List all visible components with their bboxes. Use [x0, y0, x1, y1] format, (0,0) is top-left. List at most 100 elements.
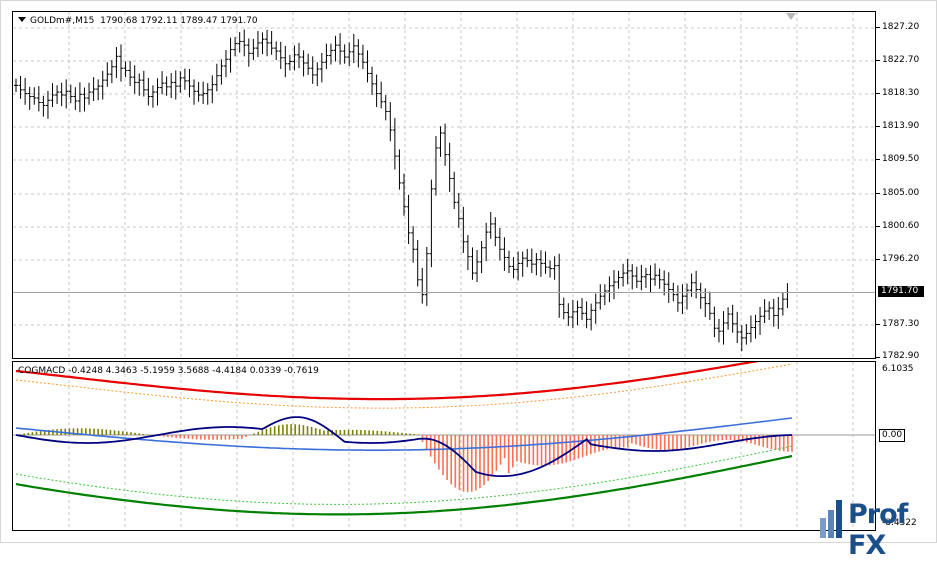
price-bar	[14, 78, 18, 93]
price-bar	[753, 314, 758, 339]
price-bar	[260, 32, 265, 55]
indicator-pane[interactable]	[12, 361, 876, 531]
price-tick-label: 1827.20	[882, 22, 920, 32]
price-bar	[762, 299, 767, 323]
price-bar	[634, 266, 639, 288]
price-bar	[219, 59, 224, 85]
price-bar	[680, 284, 685, 315]
price-bar	[328, 43, 333, 65]
price-bar	[470, 247, 475, 280]
price-bar	[429, 179, 434, 268]
price-bar	[365, 50, 370, 83]
price-bar	[598, 284, 603, 310]
price-bar	[379, 81, 384, 109]
indicator-header: COGMACD -0.4248 4.3463 -5.1959 3.5688 -4…	[18, 366, 319, 377]
price-bar	[666, 272, 671, 303]
indicator-zero-tag: 0.00	[879, 429, 906, 442]
indicator-axis[interactable]: 6.1035 0.00 -8.4322	[876, 361, 937, 531]
indicator-values: -0.4248 4.3463 -5.1959 3.5688 -4.4184 0.…	[68, 366, 319, 376]
price-bar	[525, 248, 530, 268]
price-bar	[114, 46, 119, 78]
price-bar	[214, 63, 219, 92]
price-bar	[406, 194, 411, 245]
price-bar	[456, 193, 461, 228]
price-bar	[716, 318, 721, 343]
price-bar	[18, 76, 23, 99]
price-bar	[23, 77, 28, 105]
lower-band-dashed-line	[15, 445, 793, 505]
price-tick-label: 1818.30	[882, 88, 920, 98]
price-bar	[91, 77, 96, 102]
chart-header: GOLDm#,M15 1790.68 1792.11 1789.47 1791.…	[18, 16, 258, 27]
ohlc-values: 1790.68 1792.11 1789.47 1791.70	[100, 16, 258, 26]
price-bar	[557, 253, 562, 318]
price-bar	[269, 30, 274, 55]
price-bar	[580, 298, 585, 321]
price-bar	[50, 83, 55, 107]
price-tick	[876, 126, 880, 127]
price-bar	[392, 118, 397, 170]
price-bar	[511, 257, 516, 279]
price-bar	[721, 311, 726, 345]
price-tick-label: 1782.90	[882, 351, 920, 361]
logo-text: Prof FX	[848, 499, 908, 561]
price-bar	[196, 82, 201, 102]
price-bar	[548, 260, 553, 278]
price-bar	[648, 265, 653, 293]
price-bar	[689, 273, 694, 297]
price-bar	[616, 270, 621, 289]
price-bar	[415, 239, 420, 287]
price-bar	[333, 35, 338, 62]
price-bar	[109, 60, 114, 84]
price-bar	[465, 235, 470, 271]
price-bar	[246, 38, 251, 67]
price-bar	[160, 71, 165, 95]
price-bar	[589, 303, 594, 331]
price-bar	[712, 306, 717, 338]
price-bar	[475, 249, 480, 283]
price-bar	[164, 76, 169, 96]
price-bar	[55, 85, 60, 104]
price-axis[interactable]: 1827.20 1822.70 1818.30 1813.90 1809.50 …	[876, 11, 937, 361]
price-bar	[785, 283, 790, 309]
price-bar	[283, 45, 288, 78]
price-bar	[132, 65, 137, 94]
symbol-label: GOLDm#,M15	[30, 16, 95, 26]
price-bar	[561, 297, 566, 320]
price-bar	[155, 78, 160, 106]
price-bar	[657, 268, 662, 289]
price-bar	[461, 206, 466, 253]
price-bar	[438, 126, 443, 157]
price-bar	[643, 267, 648, 288]
price-bar	[694, 270, 699, 299]
price-bar	[360, 44, 365, 69]
price-chart-pane[interactable]	[12, 11, 876, 359]
price-bar	[707, 291, 712, 321]
chart-shift-marker-icon[interactable]	[786, 13, 796, 20]
indicator-name: COGMACD	[18, 366, 66, 376]
price-bar	[82, 87, 87, 112]
price-bar	[342, 44, 347, 64]
dropdown-triangle-icon[interactable]	[18, 17, 26, 22]
price-bar	[529, 248, 534, 274]
price-bar	[575, 300, 580, 326]
price-tick-label: 1822.70	[882, 55, 920, 65]
price-bar	[538, 250, 543, 277]
price-tick	[876, 193, 880, 194]
price-bar	[59, 82, 64, 107]
price-bar	[77, 82, 82, 113]
price-bar	[274, 41, 279, 61]
price-bar	[758, 306, 763, 335]
price-tick-label: 1813.90	[882, 121, 920, 131]
price-bar	[146, 77, 151, 106]
price-bar	[370, 66, 375, 96]
price-bar	[141, 70, 146, 97]
price-bar	[534, 252, 539, 276]
price-bar	[516, 251, 521, 281]
price-bar	[374, 74, 379, 107]
price-bar	[771, 298, 776, 327]
price-bar	[703, 288, 708, 318]
price-bar	[584, 301, 589, 329]
price-bar	[351, 33, 356, 64]
price-bar	[27, 86, 32, 110]
